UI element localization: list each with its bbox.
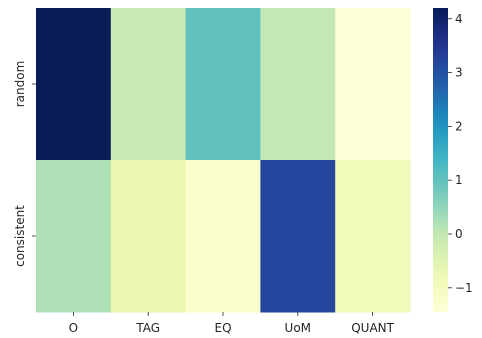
y-tick-label: consistent [13, 205, 27, 267]
heatmap-cell-random-UoM [260, 8, 336, 161]
x-tick-label: QUANT [351, 321, 394, 335]
x-tick-label: TAG [135, 321, 160, 335]
colorbar-tick-label: 2 [455, 119, 463, 133]
colorbar-tick-label: 4 [455, 12, 463, 26]
heatmap-cell-random-QUANT [335, 8, 411, 161]
y-tick-label: random [13, 61, 27, 108]
heatmap-cells [36, 8, 411, 313]
colorbar-tick-label: −1 [455, 281, 473, 295]
colorbar-tick-label: 0 [455, 227, 463, 241]
colorbar [433, 8, 448, 312]
heatmap-cell-random-EQ [185, 8, 261, 161]
heatmap-cell-consistent-EQ [185, 160, 261, 313]
x-tick-label: EQ [214, 321, 231, 335]
heatmap-cell-consistent-O [36, 160, 112, 313]
heatmap-cell-consistent-QUANT [335, 160, 411, 313]
heatmap-cell-consistent-TAG [110, 160, 187, 313]
colorbar-tick-label: 3 [455, 66, 463, 80]
heatmap-cell-random-O [36, 8, 112, 161]
heatmap-cell-random-TAG [110, 8, 187, 161]
x-tick-label: UoM [285, 321, 311, 335]
colorbar-tick-label: 1 [455, 173, 463, 187]
x-axis: O TAG EQ UoM QUANT [69, 312, 395, 335]
y-axis: random consistent [13, 61, 36, 267]
heatmap-cell-consistent-UoM [260, 160, 336, 313]
x-tick-label: O [69, 321, 78, 335]
colorbar-axis: −1 0 1 2 3 4 [448, 12, 473, 295]
